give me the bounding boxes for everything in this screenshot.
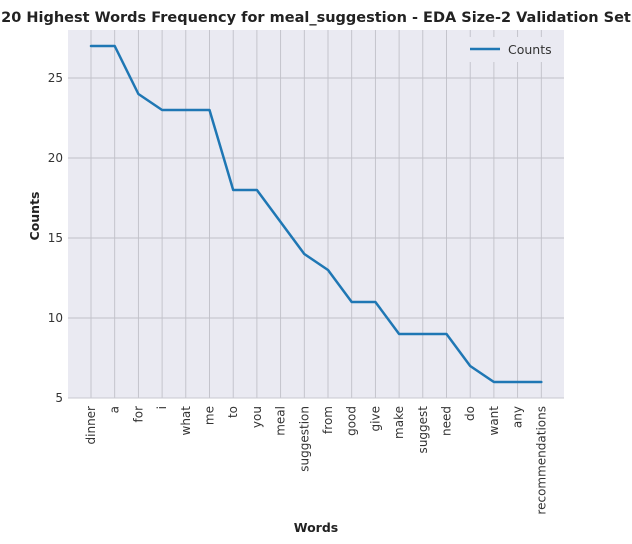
x-tick-label: suggestion [297, 406, 311, 472]
x-tick-label: i [155, 406, 169, 409]
x-tick-label: to [226, 406, 240, 418]
y-tick-label: 20 [48, 151, 63, 165]
y-axis-ticks: 5 10 15 20 25 [48, 71, 63, 405]
x-tick-label: make [392, 406, 406, 439]
x-tick-label: want [487, 406, 501, 436]
x-tick-label: good [345, 406, 359, 436]
x-tick-label: need [440, 406, 454, 436]
x-tick-label: do [463, 406, 477, 421]
x-tick-label: suggest [416, 406, 430, 454]
x-tick-label: dinner [84, 406, 98, 445]
x-tick-label: meal [274, 406, 288, 436]
y-tick-label: 25 [48, 71, 63, 85]
x-tick-label: any [511, 406, 525, 428]
x-tick-label: me [203, 406, 217, 425]
x-tick-label: recommendations [534, 406, 548, 515]
y-axis-label: Counts [27, 192, 42, 241]
series-line [89, 44, 543, 384]
x-tick-label: you [250, 406, 264, 428]
x-tick-label: give [368, 406, 382, 431]
x-tick-label: for [131, 406, 145, 423]
grid-lines [68, 30, 564, 399]
chart-title: 20 Highest Words Frequency for meal_sugg… [1, 10, 631, 26]
legend: Counts [462, 37, 558, 62]
legend-box [462, 37, 558, 62]
x-tick-label: what [179, 406, 193, 436]
x-axis-ticks: dinner a for i what me to you meal suggestion from… [84, 406, 548, 515]
x-tick-label: a [108, 406, 122, 413]
y-tick-label: 5 [55, 391, 63, 405]
x-tick-label: from [321, 406, 335, 434]
x-axis-label: Words [294, 520, 338, 535]
y-tick-label: 10 [48, 311, 63, 325]
y-tick-label: 15 [48, 231, 63, 245]
legend-label: Counts [508, 42, 552, 57]
plot-area [68, 30, 564, 398]
series-layer [89, 44, 543, 384]
